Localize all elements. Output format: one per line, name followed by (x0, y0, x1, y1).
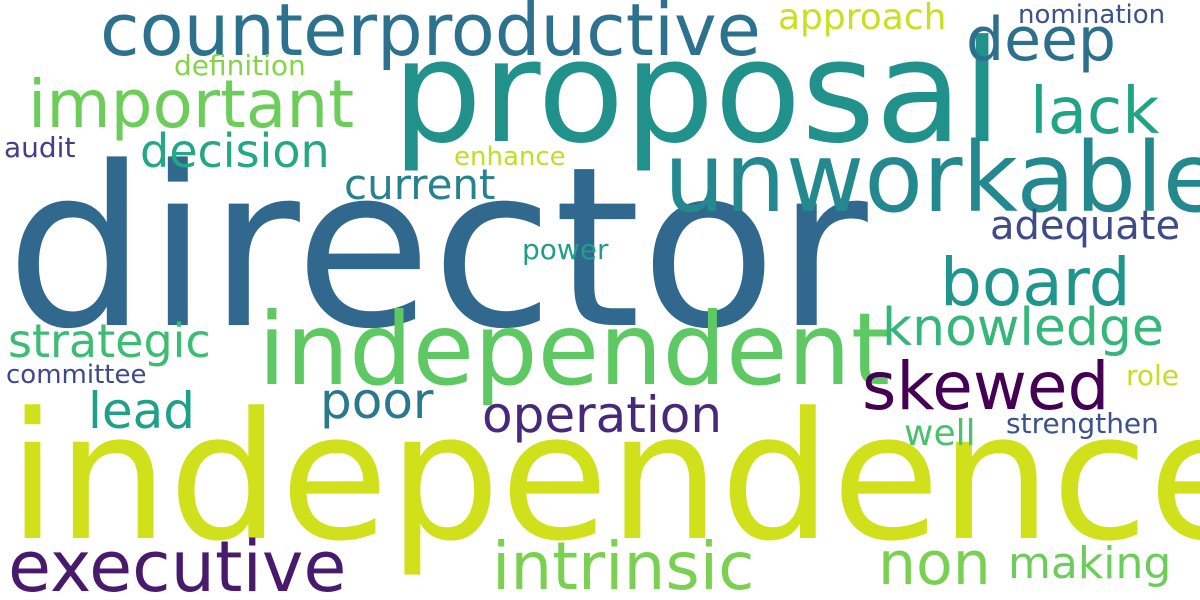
word-adequate: adequate (990, 203, 1181, 249)
word-director: director (6, 120, 868, 378)
word-unworkable: unworkable (664, 122, 1200, 234)
word-lack: lack (1030, 75, 1160, 149)
word-audit: audit (4, 131, 76, 164)
word-making: making (1008, 538, 1172, 589)
word-strengthen: strengthen (1006, 407, 1159, 440)
word-current: current (344, 160, 496, 209)
word-strategic: strategic (8, 314, 211, 368)
word-operation: operation (482, 386, 723, 444)
word-knowledge: knowledge (882, 298, 1164, 358)
word-power: power (522, 233, 609, 266)
word-counterproductive: counterproductive (100, 0, 761, 72)
word-approach: approach (778, 0, 947, 38)
word-independence: independence (8, 375, 1200, 580)
word-committee: committee (6, 360, 147, 390)
word-lead: lead (88, 382, 196, 440)
word-poor: poor (320, 372, 434, 430)
word-intrinsic: intrinsic (492, 528, 755, 600)
word-independent: independent (258, 291, 891, 408)
word-board: board (940, 244, 1131, 321)
word-non: non (878, 529, 991, 599)
word-deep: deep (966, 5, 1116, 75)
word-definition: definition (174, 49, 306, 82)
word-skewed: skewed (862, 348, 1110, 425)
word-role: role (1126, 359, 1180, 392)
word-enhance: enhance (454, 142, 566, 172)
word-well: well (904, 413, 976, 454)
word-proposal: proposal (392, 10, 1002, 175)
word-important: important (28, 66, 355, 143)
word-nomination: nomination (1018, 0, 1166, 30)
word-executive: executive (8, 526, 347, 600)
word-decision: decision (140, 124, 330, 178)
